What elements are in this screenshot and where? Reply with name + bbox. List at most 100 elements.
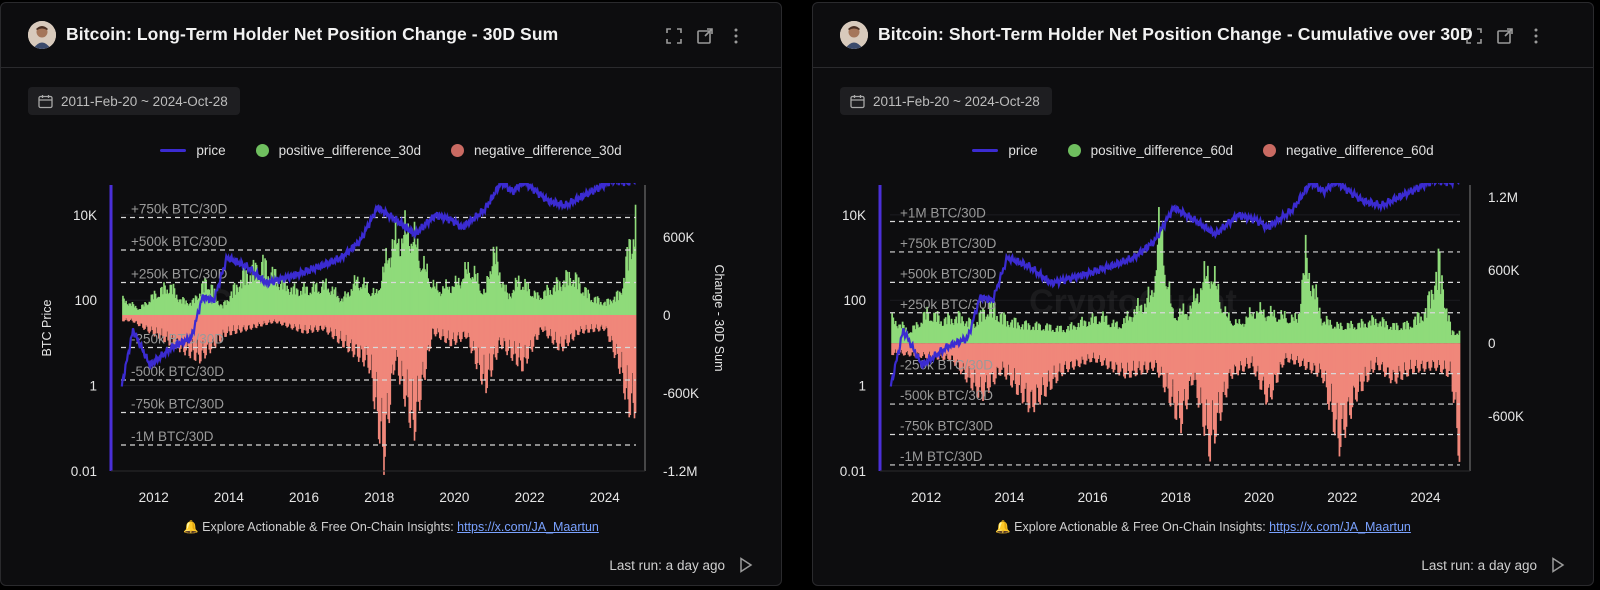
positive-bar (1337, 323, 1340, 344)
positive-bar (1298, 312, 1301, 344)
positive-bar (606, 299, 608, 315)
positive-bar (262, 254, 264, 315)
negative-bar (1121, 343, 1124, 369)
legend-item-positive[interactable]: positive_difference_30d (255, 143, 421, 158)
legend-item-negative[interactable]: negative_difference_30d (451, 143, 622, 158)
positive-bar (513, 291, 516, 315)
negative-bar (376, 315, 379, 412)
positive-bar (161, 286, 163, 315)
legend-item-positive[interactable]: positive_difference_60d (1067, 143, 1233, 158)
positive-bar (561, 291, 563, 315)
positive-bar (531, 296, 534, 315)
legend-item-price[interactable]: price (972, 143, 1038, 158)
negative-bar (331, 315, 334, 338)
negative-bar (194, 315, 197, 361)
positive-bar (1028, 325, 1031, 344)
negative-bar (187, 315, 190, 347)
y-tick-label: 0.01 (840, 464, 866, 479)
negative-bar (338, 315, 341, 339)
negative-bar (474, 315, 477, 365)
negative-bar (174, 315, 177, 347)
negative-bar (145, 315, 147, 326)
positive-bar (1271, 312, 1273, 344)
negative-bar (553, 315, 556, 340)
negative-bar (182, 315, 184, 343)
positive-bar (615, 291, 618, 315)
positive-bar (1247, 317, 1250, 344)
negative-bar (1074, 343, 1076, 367)
negative-bar (915, 343, 918, 356)
open-external-icon[interactable] (1494, 25, 1516, 47)
negative-bar (1363, 343, 1365, 382)
negative-bar (518, 315, 521, 344)
positive-bar (1373, 325, 1376, 344)
positive-bar (307, 295, 310, 315)
positive-bar (340, 301, 342, 315)
positive-bar (443, 288, 445, 315)
y-tick-label: 100 (74, 293, 97, 308)
date-range-picker[interactable]: 2011-Feb-20 ~ 2024-Oct-28 (28, 87, 240, 115)
positive-bar (1385, 321, 1387, 344)
negative-bar (1091, 343, 1094, 359)
positive-bar (157, 296, 160, 315)
negative-bar (1107, 343, 1110, 368)
positive-bar (1060, 325, 1062, 344)
negative-bar (1095, 343, 1097, 363)
negative-bar (538, 315, 541, 328)
negative-bar (425, 315, 427, 370)
positive-bar (626, 247, 628, 315)
author-avatar[interactable] (28, 21, 56, 49)
negative-bar (923, 343, 926, 355)
positive-bar (976, 321, 979, 344)
positive-bar (1326, 319, 1329, 344)
negative-bar (450, 315, 453, 347)
positive-bar (1261, 314, 1264, 344)
run-play-icon[interactable] (739, 557, 753, 573)
positive-bar (1169, 303, 1172, 344)
negative-bar (313, 315, 316, 328)
date-range-picker[interactable]: 2011-Feb-20 ~ 2024-Oct-28 (840, 87, 1052, 115)
fullscreen-icon[interactable] (1463, 25, 1485, 47)
negative-bar (1006, 343, 1009, 376)
negative-bar (132, 315, 135, 323)
negative-bar (537, 315, 540, 336)
positive-bar (486, 275, 488, 315)
negative-bar (1260, 343, 1263, 390)
positive-bar (173, 288, 176, 315)
positive-bar (328, 292, 331, 315)
negative-bar (1112, 343, 1115, 373)
footer-link[interactable]: https://x.com/JA_Maartun (457, 520, 599, 534)
negative-bar (1335, 343, 1337, 420)
positive-bar (327, 288, 330, 315)
positive-bar (335, 297, 338, 315)
negative-bar (1302, 343, 1305, 359)
more-options-icon[interactable] (725, 25, 747, 47)
negative-bar (1386, 343, 1389, 368)
positive-bar (1147, 286, 1150, 344)
positive-bar (1368, 320, 1371, 344)
positive-bar (144, 302, 146, 315)
positive-bar (466, 273, 468, 315)
footer-link[interactable]: https://x.com/JA_Maartun (1269, 520, 1411, 534)
negative-bar (1244, 343, 1246, 367)
open-external-icon[interactable] (694, 25, 716, 47)
negative-bar (123, 315, 125, 322)
negative-bar (1185, 343, 1188, 410)
more-options-icon[interactable] (1525, 25, 1547, 47)
negative-bar (1283, 343, 1286, 359)
author-avatar[interactable] (840, 21, 868, 49)
positive-bar (538, 299, 541, 315)
negative-bar (1211, 343, 1214, 401)
chart-plot-area[interactable]: CryptoQuant+750k BTC/30D+500k BTC/30D+25… (1, 183, 781, 513)
negative-bar (905, 343, 907, 353)
negative-bar (927, 343, 930, 357)
negative-bar (1172, 343, 1174, 380)
chart-plot-area[interactable]: CryptoQuant+1M BTC/30D+750k BTC/30D+500k… (813, 183, 1593, 513)
fullscreen-icon[interactable] (663, 25, 685, 47)
positive-bar (263, 276, 265, 315)
legend-item-price[interactable]: price (160, 143, 226, 158)
run-play-icon[interactable] (1551, 557, 1565, 573)
negative-bar (1343, 343, 1346, 430)
legend-item-negative[interactable]: negative_difference_60d (1263, 143, 1434, 158)
negative-bar (455, 315, 458, 343)
